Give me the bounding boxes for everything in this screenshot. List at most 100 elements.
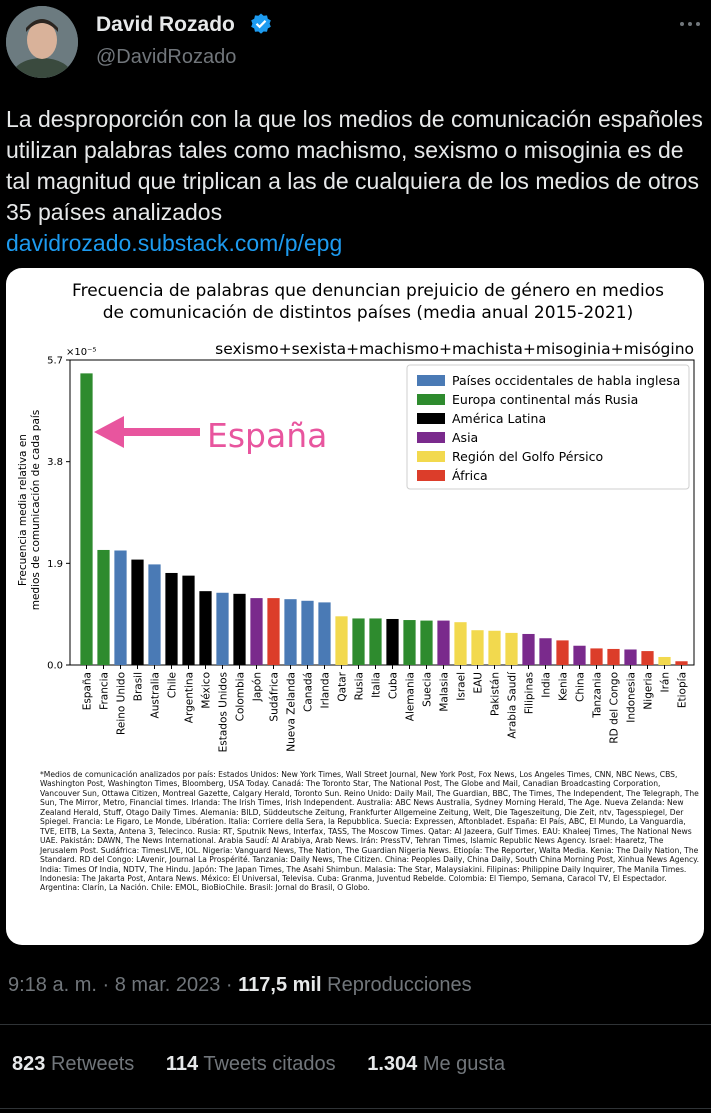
x-tick-label: España (82, 672, 94, 710)
bar-estados-unidos (216, 592, 229, 665)
likes-stat[interactable]: 1.304 Me gusta (367, 1053, 505, 1075)
bar-tanzania (590, 648, 603, 665)
quotes-stat[interactable]: 114 Tweets citados (166, 1053, 336, 1075)
bar-etiopía (675, 661, 688, 665)
quotes-count: 114 (165, 1053, 199, 1075)
tweet-link[interactable]: davidrozado.substack.com/p/epg (6, 230, 343, 256)
divider (0, 1024, 711, 1025)
x-tick-label: Rusia (354, 672, 366, 700)
bar-israel (454, 622, 467, 665)
likes-label: Me gusta (422, 1053, 506, 1075)
chart-image[interactable]: Frecuencia de palabras que denuncian pre… (6, 268, 704, 945)
bar-eau (471, 630, 484, 665)
annotation-arrow (94, 416, 200, 448)
bar-colombia (233, 593, 246, 665)
user-handle[interactable]: @DavidRozado (96, 46, 237, 68)
bar-filipinas (522, 633, 535, 665)
x-tick-label: Colombia (235, 672, 247, 721)
retweets-count: 823 (12, 1053, 46, 1075)
views-count: 117,5 mil (238, 974, 322, 996)
chart-title-line1: Frecuencia de palabras que denuncian pre… (72, 281, 664, 301)
divider (0, 1108, 711, 1109)
legend-label: América Latina (452, 411, 546, 426)
legend-swatch (417, 432, 445, 443)
y-tick-label: 3.8 (47, 457, 63, 468)
legend: Países occidentales de habla inglesa Euro… (406, 364, 690, 490)
x-tick-label: Arabia Saudí (507, 671, 519, 739)
bar-reino-unido (114, 550, 127, 665)
x-tick-label: Estados Unidos (218, 672, 230, 752)
x-tick-label: Pakistán (490, 672, 502, 716)
bar-francia (97, 549, 110, 665)
tweet-date[interactable]: 8 mar. 2023 (114, 974, 221, 996)
annotation-label: España (207, 416, 327, 455)
bar-chile (165, 572, 178, 665)
bar-qatar (335, 616, 348, 665)
x-tick-label: Irán (660, 672, 672, 693)
y-ticks-group: 0.0 1.9 3.8 5.7 (47, 356, 70, 672)
tweet-time[interactable]: 9:18 a. m. (8, 974, 97, 996)
y-tick-label: 5.7 (47, 356, 63, 367)
x-tick-label: Nigeria (643, 672, 655, 710)
y-exponent-label: ×10⁻⁵ (66, 347, 96, 358)
x-tick-label: Qatar (337, 671, 349, 701)
legend-label: Europa continental más Rusia (452, 392, 638, 407)
x-tick-label: RD del Congo (609, 672, 621, 744)
y-tick-label: 1.9 (47, 559, 63, 570)
x-tick-label: Malasia (439, 672, 451, 712)
y-axis-label-line1: Frecuencia media relativa en (17, 434, 29, 586)
tweet-stats: 823 Retweets 114 Tweets citados 1.304 Me… (12, 1053, 531, 1076)
x-tick-label: Suecia (422, 672, 434, 707)
tweet-text: La desproporción con la que los medios d… (6, 104, 706, 259)
bar-españa (80, 373, 93, 665)
x-tick-label: India (541, 672, 553, 698)
bar-irlanda (318, 602, 331, 665)
bar-italia (369, 618, 382, 665)
likes-count: 1.304 (367, 1053, 418, 1075)
x-tick-label: México (201, 672, 213, 709)
legend-swatch (417, 451, 445, 462)
x-tick-label: China (575, 672, 587, 702)
x-tick-label: Irlanda (320, 672, 332, 709)
bar-malasia (437, 620, 450, 665)
chart-subtitle: sexismo+sexista+machismo+machista+misogi… (215, 340, 694, 358)
bar-japón (250, 598, 263, 665)
legend-swatch (417, 394, 445, 405)
x-tick-label: Israel (456, 672, 468, 701)
avatar[interactable] (6, 6, 78, 78)
x-tick-label: Tanzania (592, 672, 604, 719)
x-tick-label: Canadá (303, 672, 315, 712)
bar-kenia (556, 640, 569, 665)
x-tick-label: EAU (473, 672, 485, 694)
bar-canadá (301, 600, 314, 665)
x-tick-label: Brasil (133, 672, 145, 701)
display-name[interactable]: David Rozado (96, 13, 235, 36)
chart-title-line2: de comunicación de distintos países (med… (103, 303, 633, 323)
more-options-icon[interactable] (676, 14, 704, 34)
legend-label: África (452, 468, 488, 483)
x-tick-label: Italia (371, 672, 383, 698)
bar-argentina (182, 575, 195, 665)
bar-suecia (420, 620, 433, 665)
bar-nueva-zelanda (284, 599, 297, 665)
bar-chart: Frecuencia de palabras que denuncian pre… (17, 281, 695, 752)
bar-sudáfrica (267, 598, 280, 665)
x-tick-label: Nueva Zelanda (286, 672, 298, 752)
x-tick-label: Etiopía (677, 672, 689, 708)
retweets-stat[interactable]: 823 Retweets (12, 1053, 134, 1075)
bar-arabia-saudí (505, 632, 518, 665)
legend-swatch (417, 470, 445, 481)
bar-cuba (386, 618, 399, 665)
x-tick-label: Kenia (558, 672, 570, 701)
verified-badge-icon (251, 13, 271, 34)
bar-pakistán (488, 630, 501, 665)
quotes-label: Tweets citados (203, 1053, 336, 1075)
bar-méxico (199, 591, 212, 665)
x-tick-label: Alemania (405, 672, 417, 721)
legend-label: Región del Golfo Pérsico (452, 449, 603, 464)
bar-irán (658, 656, 671, 665)
y-tick-label: 0.0 (47, 661, 63, 672)
x-tick-label: Japón (252, 672, 264, 702)
legend-label: Países occidentales de habla inglesa (452, 373, 680, 388)
legend-label: Asia (452, 430, 478, 445)
